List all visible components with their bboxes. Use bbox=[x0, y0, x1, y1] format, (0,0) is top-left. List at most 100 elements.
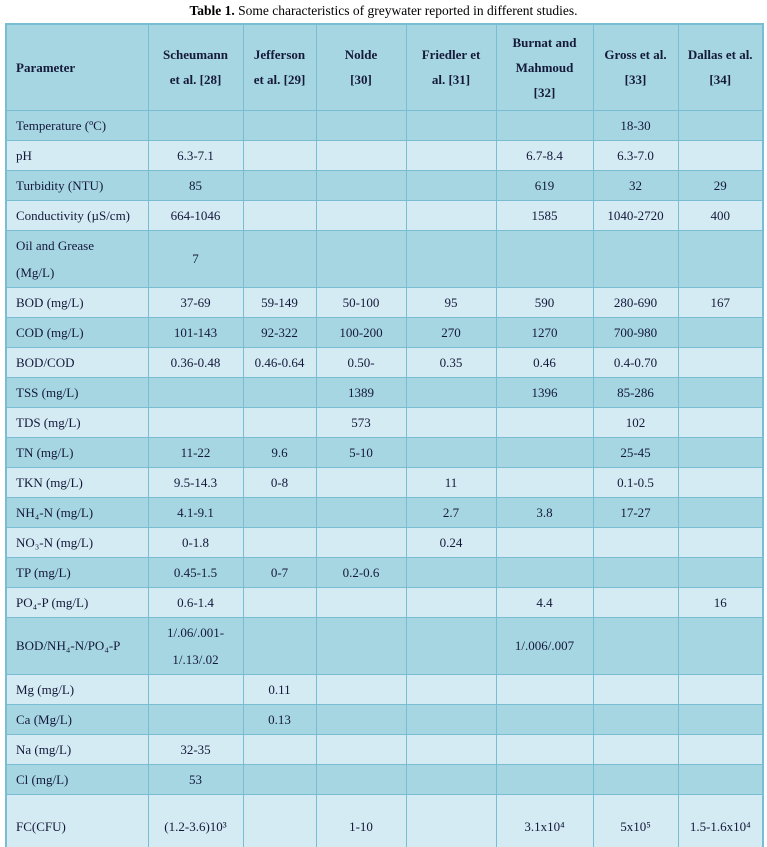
value-cell bbox=[405, 436, 497, 468]
value-cell: 17-27 bbox=[592, 496, 679, 528]
parameter-cell: NH₄-N (mg/L) bbox=[5, 496, 149, 528]
value-cell bbox=[405, 109, 497, 141]
table-row: pH 6.3-7.1 6.7-8.4 6.3-7.0 bbox=[5, 139, 764, 171]
value-cell bbox=[495, 673, 594, 705]
value-cell bbox=[315, 703, 407, 735]
value-cell: 573 bbox=[315, 406, 407, 438]
value-cell: 6.3-7.1 bbox=[147, 139, 244, 171]
value-cell: 1/.06/.001- 1/.13/.02 bbox=[147, 616, 244, 675]
value-cell bbox=[242, 199, 317, 231]
value-cell bbox=[495, 436, 594, 468]
value-cell bbox=[677, 406, 764, 438]
value-cell bbox=[242, 733, 317, 765]
value-cell bbox=[677, 346, 764, 378]
table-row: Conductivity (µS/cm) 664-1046 1585 1040-272… bbox=[5, 199, 764, 231]
table-body: Temperature (ºC) 18-30 pH 6.3-7.1 6.7-8.4 6.3… bbox=[5, 109, 764, 847]
value-cell bbox=[592, 733, 679, 765]
value-cell: 6.3-7.0 bbox=[592, 139, 679, 171]
value-cell bbox=[242, 406, 317, 438]
value-cell: 1-10 bbox=[315, 793, 407, 847]
value-cell bbox=[405, 616, 497, 675]
value-cell: 59-149 bbox=[242, 286, 317, 318]
value-cell: 1389 bbox=[315, 376, 407, 408]
value-cell: 25-45 bbox=[592, 436, 679, 468]
table-row: BOD/NH₄-N/PO₄-P 1/.06/.001- 1/.13/.02 1/.0… bbox=[5, 616, 764, 675]
value-cell bbox=[405, 733, 497, 765]
value-cell: 0.6-1.4 bbox=[147, 586, 244, 618]
value-cell: 0-7 bbox=[242, 556, 317, 588]
value-cell: 16 bbox=[677, 586, 764, 618]
value-cell bbox=[315, 109, 407, 141]
table-caption: Table 1. Some characteristics of greywat… bbox=[0, 0, 767, 23]
value-cell bbox=[677, 763, 764, 795]
value-cell bbox=[677, 703, 764, 735]
column-header: Scheumann et al. [28] bbox=[147, 23, 244, 111]
value-cell bbox=[495, 703, 594, 735]
value-cell: 0.2-0.6 bbox=[315, 556, 407, 588]
value-cell bbox=[495, 733, 594, 765]
value-cell bbox=[405, 703, 497, 735]
parameter-cell: Oil and Grease (Mg/L) bbox=[5, 229, 149, 288]
value-cell bbox=[592, 229, 679, 288]
header-row: Parameter Scheumann et al. [28] Jefferson … bbox=[5, 23, 764, 111]
value-cell bbox=[405, 556, 497, 588]
value-cell: 280-690 bbox=[592, 286, 679, 318]
value-cell: 37-69 bbox=[147, 286, 244, 318]
table-row: Temperature (ºC) 18-30 bbox=[5, 109, 764, 141]
value-cell: 11 bbox=[405, 466, 497, 498]
value-cell: 619 bbox=[495, 169, 594, 201]
value-cell bbox=[495, 526, 594, 558]
value-cell: 32 bbox=[592, 169, 679, 201]
parameter-cell: TSS (mg/L) bbox=[5, 376, 149, 408]
value-cell: 5x10⁵ bbox=[592, 793, 679, 847]
parameter-cell: PO₄-P (mg/L) bbox=[5, 586, 149, 618]
value-cell bbox=[242, 616, 317, 675]
value-cell bbox=[677, 229, 764, 288]
value-cell bbox=[315, 139, 407, 171]
value-cell bbox=[405, 586, 497, 618]
parameter-cell: TDS (mg/L) bbox=[5, 406, 149, 438]
column-header: Nolde [30] bbox=[315, 23, 407, 111]
parameter-cell: Temperature (ºC) bbox=[5, 109, 149, 141]
value-cell: 0.46-0.64 bbox=[242, 346, 317, 378]
column-header: Jefferson et al. [29] bbox=[242, 23, 317, 111]
value-cell bbox=[677, 673, 764, 705]
value-cell bbox=[315, 673, 407, 705]
parameter-cell: FC(CFU) bbox=[5, 793, 149, 847]
value-cell: 0.24 bbox=[405, 526, 497, 558]
value-cell bbox=[147, 406, 244, 438]
value-cell: 1270 bbox=[495, 316, 594, 348]
value-cell: 18-30 bbox=[592, 109, 679, 141]
value-cell bbox=[495, 466, 594, 498]
value-cell bbox=[405, 763, 497, 795]
value-cell: 53 bbox=[147, 763, 244, 795]
table-row: NO₃-N (mg/L) 0-1.8 0.24 bbox=[5, 526, 764, 558]
value-cell bbox=[677, 436, 764, 468]
value-cell: 0.1-0.5 bbox=[592, 466, 679, 498]
value-cell: 700-980 bbox=[592, 316, 679, 348]
value-cell bbox=[405, 169, 497, 201]
table-row: Cl (mg/L) 53 bbox=[5, 763, 764, 795]
value-cell bbox=[677, 496, 764, 528]
value-cell bbox=[242, 526, 317, 558]
value-cell: 4.4 bbox=[495, 586, 594, 618]
value-cell: 0.36-0.48 bbox=[147, 346, 244, 378]
value-cell bbox=[405, 673, 497, 705]
value-cell: 85 bbox=[147, 169, 244, 201]
value-cell: 29 bbox=[677, 169, 764, 201]
value-cell: 1/.006/.007 bbox=[495, 616, 594, 675]
parameter-cell: BOD/NH₄-N/PO₄-P bbox=[5, 616, 149, 675]
parameter-cell: BOD (mg/L) bbox=[5, 286, 149, 318]
value-cell bbox=[242, 169, 317, 201]
value-cell bbox=[315, 169, 407, 201]
value-cell bbox=[242, 376, 317, 408]
value-cell: 400 bbox=[677, 199, 764, 231]
parameter-cell: TN (mg/L) bbox=[5, 436, 149, 468]
value-cell bbox=[315, 466, 407, 498]
parameter-cell: pH bbox=[5, 139, 149, 171]
value-cell bbox=[242, 139, 317, 171]
table-row: COD (mg/L) 101-143 92-322 100-200 270 1270 700… bbox=[5, 316, 764, 348]
value-cell bbox=[677, 556, 764, 588]
parameter-cell: Turbidity (NTU) bbox=[5, 169, 149, 201]
value-cell bbox=[405, 406, 497, 438]
